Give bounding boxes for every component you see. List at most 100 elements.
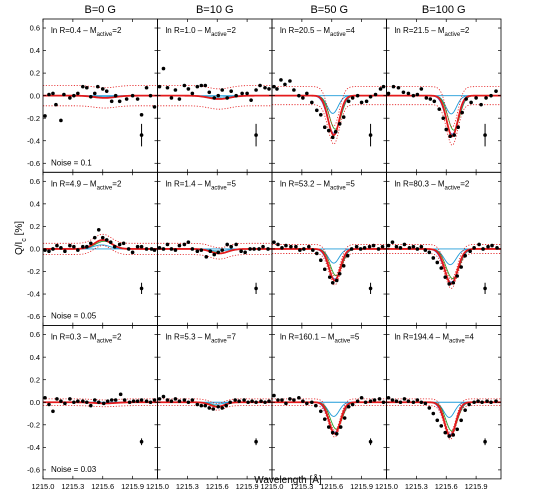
data-point xyxy=(406,91,411,96)
data-point xyxy=(419,244,424,249)
panel-annotation-sub: active xyxy=(97,185,113,191)
data-point xyxy=(92,235,97,240)
panel-annotation-main: ln R=80.3 – M xyxy=(395,179,445,188)
error-bar-point xyxy=(368,439,373,444)
data-point xyxy=(161,394,166,399)
data-point xyxy=(350,96,355,100)
y-tick-label: 0.2 xyxy=(30,375,40,384)
data-point xyxy=(112,244,117,249)
data-point xyxy=(485,399,489,403)
x-tick-label: 1215.0 xyxy=(261,482,284,491)
y-tick-label: 0.0 xyxy=(30,245,40,254)
data-point xyxy=(169,399,174,403)
x-axis-label: Wavelength [Å] xyxy=(254,473,322,486)
upper-bound-line xyxy=(386,398,501,434)
y-axis-label-sub: c xyxy=(21,238,28,242)
data-point xyxy=(327,275,332,279)
lower-bound-line xyxy=(386,253,501,289)
data-point xyxy=(43,114,47,118)
data-point xyxy=(318,113,323,117)
y-tick-label: -0.2 xyxy=(27,420,40,429)
panel-annotation-main: ln R=5.3 – M xyxy=(166,333,212,342)
data-point xyxy=(139,244,144,249)
data-point xyxy=(272,393,276,398)
panel-annotation-post: =5 xyxy=(346,179,356,188)
upper-bound-line xyxy=(272,86,387,127)
data-point xyxy=(108,240,113,244)
data-point xyxy=(297,93,301,98)
panel-annotation-post: =4 xyxy=(465,333,475,342)
y-tick-label: -0.2 xyxy=(27,267,40,276)
data-point xyxy=(258,83,262,88)
panel: ln R=1.0 – Mactive=2 xyxy=(157,18,273,173)
data-point xyxy=(157,84,162,89)
data-point xyxy=(195,402,200,407)
data-point xyxy=(448,134,453,139)
data-point xyxy=(165,242,170,247)
data-point xyxy=(314,403,318,408)
data-point xyxy=(100,87,105,91)
data-point xyxy=(131,399,136,403)
panel-annotation: ln R=21.5 – Mactive=2 xyxy=(395,26,470,38)
panel: 1215.0 1215.3 1215.6 1215.9 ln R=160.1 – Mac… xyxy=(261,325,387,491)
error-bar-point xyxy=(254,439,258,444)
panel: ln R=53.2 – Mactive=5 xyxy=(271,171,387,327)
data-point xyxy=(398,246,403,250)
data-point xyxy=(124,97,129,101)
data-point xyxy=(326,128,331,133)
upper-bound-line xyxy=(43,398,158,401)
panel-annotation: ln R=1.0 – Mactive=2 xyxy=(166,26,237,38)
error-bar-point xyxy=(254,133,258,137)
data-point xyxy=(419,400,424,405)
data-point xyxy=(239,249,243,253)
data-point xyxy=(243,250,247,255)
data-point xyxy=(307,244,311,249)
lower-bound-line xyxy=(43,245,158,255)
plot-area xyxy=(157,240,272,295)
data-point xyxy=(104,89,109,93)
data-point xyxy=(250,399,254,403)
data-point xyxy=(122,398,127,402)
data-point xyxy=(216,250,221,255)
y-tick-label: -0.2 xyxy=(27,114,40,123)
data-point xyxy=(431,256,436,260)
panel-annotation-main: ln R=160.1 – M xyxy=(280,333,335,342)
data-point xyxy=(95,84,100,89)
data-point xyxy=(252,247,256,251)
data-point xyxy=(390,398,395,402)
data-point xyxy=(386,395,391,400)
data-point xyxy=(190,91,195,96)
data-point xyxy=(135,244,140,249)
plot-area xyxy=(43,392,158,446)
data-point xyxy=(318,409,323,414)
data-point xyxy=(190,247,195,251)
data-point xyxy=(427,406,432,410)
data-point xyxy=(371,243,376,248)
data-point xyxy=(367,244,372,249)
data-point xyxy=(135,97,140,101)
data-point xyxy=(85,85,89,90)
data-point xyxy=(245,91,249,96)
x-tick-label: 1215.0 xyxy=(32,482,55,491)
component-curve-c xyxy=(386,95,501,135)
data-point xyxy=(177,399,182,403)
data-point xyxy=(469,100,473,105)
data-point xyxy=(310,100,314,105)
component-curve-a xyxy=(272,401,387,417)
data-point xyxy=(211,407,216,411)
data-point xyxy=(275,87,279,91)
data-point xyxy=(51,247,55,251)
column-titles: B=0 G B=10 G B=50 G B=100 G xyxy=(85,4,466,16)
data-point xyxy=(240,91,244,96)
data-point xyxy=(302,247,306,251)
upper-bound-line xyxy=(43,85,158,89)
plot-area xyxy=(386,84,501,147)
data-point xyxy=(199,403,204,408)
x-tick-label: 1215.3 xyxy=(405,482,428,491)
data-point xyxy=(459,418,463,423)
best-fit-line xyxy=(272,401,387,435)
column-title: B=0 G xyxy=(85,4,117,16)
data-point xyxy=(68,96,72,100)
data-point xyxy=(362,246,367,250)
